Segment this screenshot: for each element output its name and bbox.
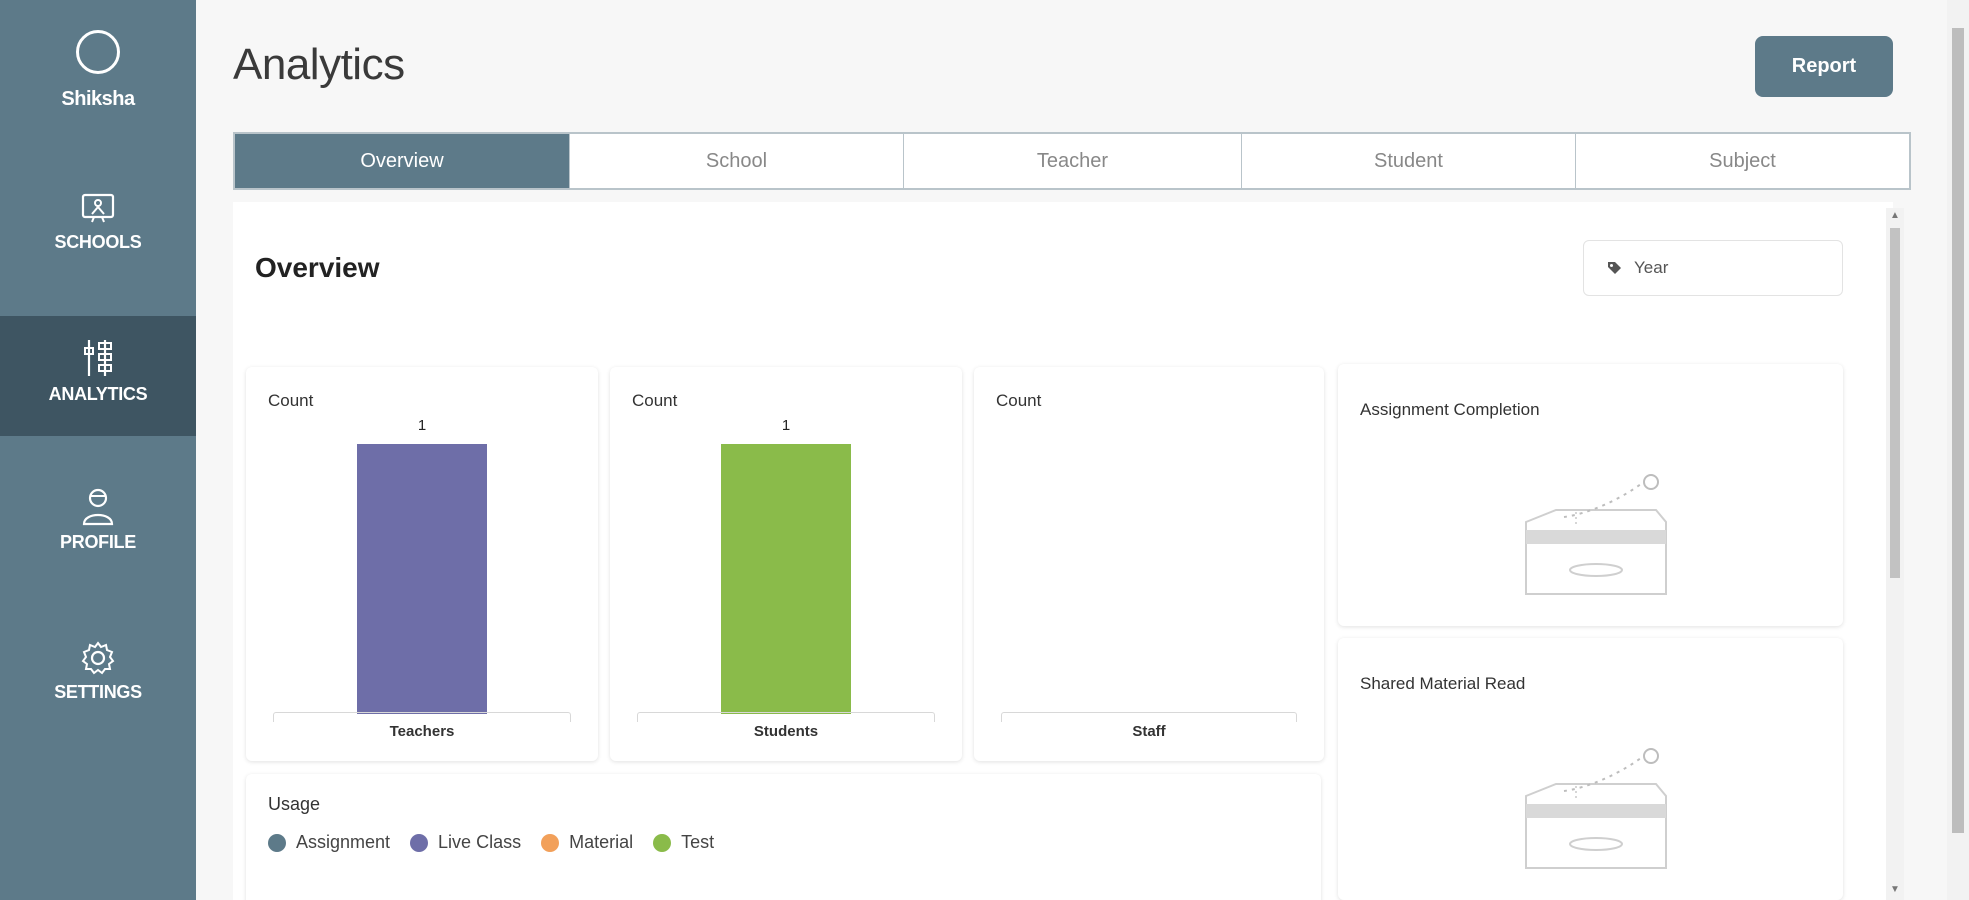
logo-text: Shiksha [61,88,135,110]
legend-dot [541,833,560,852]
teachers-count-card: Count 1 Teachers [246,367,598,761]
page-scrollbar[interactable] [1947,0,1969,900]
sidebar-item-schools[interactable]: SCHOOLS [0,190,196,310]
page-title: Analytics [233,40,405,89]
bar-category-label: Staff [1132,723,1166,740]
tab-teacher[interactable]: Teacher [904,134,1242,188]
tag-icon [1608,262,1621,274]
chart-ylabel: Count [996,391,1042,410]
year-select-placeholder: Year [1634,258,1669,277]
staff-count-card: Count Staff [974,367,1324,761]
card-title: Assignment Completion [1360,400,1540,419]
legend-item-material[interactable]: Material [541,832,633,853]
sidebar-item-analytics[interactable]: ANALYTICS [0,316,196,436]
sidebar-item-label: ANALYTICS [48,384,148,404]
gear-icon [81,641,115,675]
bar-category-label: Teachers [389,723,455,740]
bar-value-label: 1 [417,417,427,434]
sidebar-item-label: PROFILE [60,532,136,552]
empty-box-icon [1525,748,1667,869]
usage-card: Usage Assignment Live Class Material Tes… [246,774,1321,900]
bar-category-label: Students [753,723,819,740]
analytics-icon [84,340,112,376]
tab-student[interactable]: Student [1242,134,1576,188]
usage-title: Usage [268,794,321,814]
tab-school[interactable]: School [570,134,904,188]
legend-label: Test [681,832,715,852]
legend-label: Live Class [438,832,522,852]
sidebar-item-profile[interactable]: PROFILE [0,486,196,606]
scroll-down-arrow-icon[interactable]: ▼ [1890,884,1900,895]
chart-ylabel: Count [268,391,314,410]
bar-value-label: 1 [781,417,791,434]
legend-dot [653,833,672,852]
year-select[interactable]: Year [1583,240,1843,296]
legend-item-assignment[interactable]: Assignment [268,832,390,853]
bar-teachers [357,444,487,714]
shared-material-read-card: Shared Material Read [1338,638,1843,900]
card-title: Shared Material Read [1360,674,1526,693]
user-icon [82,488,114,526]
app-logo[interactable]: Shiksha [0,30,196,111]
legend-label: Material [569,832,634,852]
bar-students [721,444,851,714]
overview-panel: Overview Year Count 1 Teachers Count 1 S… [233,202,1893,900]
sidebar: Shiksha SCHOOLS ANALYTICS PROFILE [0,0,196,900]
tab-overview[interactable]: Overview [235,134,570,188]
students-count-card: Count 1 Students [610,367,962,761]
legend-item-live-class[interactable]: Live Class [410,832,521,853]
chart-baseline [1001,712,1297,722]
panel-scrollbar-thumb[interactable] [1890,228,1900,578]
legend-label: Assignment [296,832,391,852]
usage-legend: Assignment Live Class Material Test [268,832,714,853]
empty-box-icon [1525,474,1667,595]
sidebar-item-settings[interactable]: SETTINGS [0,640,196,760]
sidebar-item-label: SCHOOLS [54,232,142,252]
sidebar-item-label: SETTINGS [54,682,142,702]
section-title: Overview [255,252,380,283]
analytics-tabs: Overview School Teacher Student Subject [233,132,1911,190]
legend-dot [268,833,286,852]
tab-subject[interactable]: Subject [1709,149,1776,172]
school-board-icon [81,193,115,223]
panel-scrollbar[interactable]: ▲ ▼ [1886,208,1904,900]
chart-baseline [637,712,935,722]
scroll-up-arrow-icon[interactable]: ▲ [1890,210,1900,221]
page-scrollbar-thumb[interactable] [1952,28,1964,833]
chart-ylabel: Count [632,391,678,410]
legend-dot [410,833,429,852]
chart-baseline [273,712,571,722]
report-button[interactable]: Report [1755,36,1893,97]
logo-circle-icon [76,30,120,74]
legend-item-test[interactable]: Test [653,832,714,853]
assignment-completion-card: Assignment Completion [1338,364,1843,626]
